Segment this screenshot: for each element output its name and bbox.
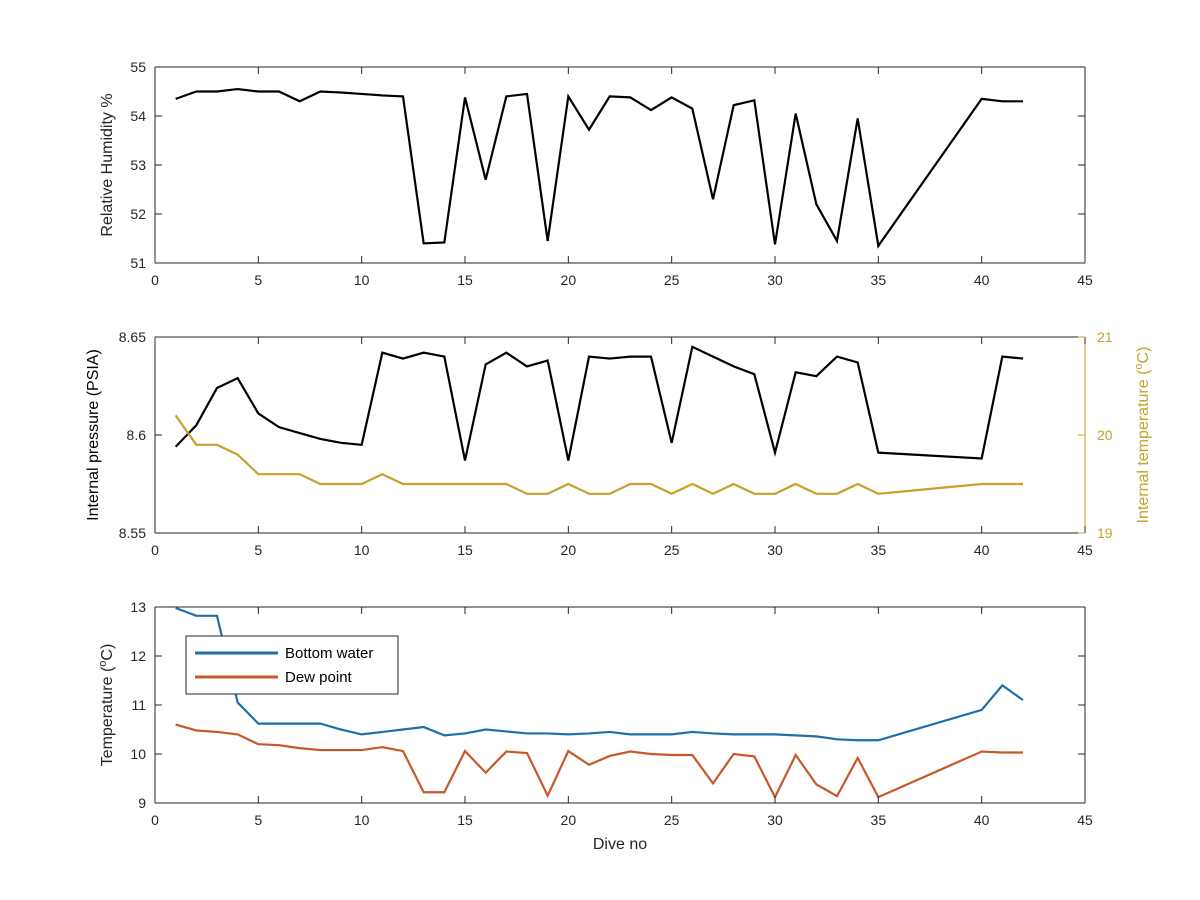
right-y-tick-label: 19 bbox=[1097, 525, 1113, 541]
x-tick-label: 15 bbox=[457, 812, 473, 828]
x-tick-label: 30 bbox=[767, 272, 783, 288]
x-tick-label: 0 bbox=[151, 272, 159, 288]
y-tick-label: 54 bbox=[130, 108, 146, 124]
x-tick-label: 40 bbox=[974, 272, 990, 288]
x-tick-label: 25 bbox=[664, 542, 680, 558]
series-line-0 bbox=[174, 345, 1024, 461]
x-tick-label: 35 bbox=[871, 812, 887, 828]
x-tick-label: 15 bbox=[457, 542, 473, 558]
temperature-subplot: 0 5 10 15 20 25 30 35 40 45 9 10 11 12 13 Temperature (… bbox=[97, 599, 1093, 853]
x-tick-label: 20 bbox=[561, 272, 577, 288]
legend-box bbox=[185, 635, 399, 695]
x-tick-label: 10 bbox=[354, 272, 370, 288]
x-tick-label: 0 bbox=[151, 812, 159, 828]
x-tick-label: 30 bbox=[767, 812, 783, 828]
series-line-0 bbox=[175, 87, 1023, 249]
x-tick-label: 45 bbox=[1077, 542, 1093, 558]
y-axis-label: Relative Humidity % bbox=[99, 93, 116, 236]
x-tick-label: 5 bbox=[254, 542, 262, 558]
y-tick-label: 9 bbox=[138, 795, 146, 811]
x-tick-label: 10 bbox=[354, 542, 370, 558]
y-tick-label: 11 bbox=[131, 697, 146, 713]
x-tick-label: 35 bbox=[871, 272, 887, 288]
y-axis-label: Temperature (oC) bbox=[97, 644, 116, 767]
legend: Bottom water Dew point bbox=[185, 635, 399, 695]
x-tick-label: 5 bbox=[254, 272, 262, 288]
x-tick-label: 25 bbox=[664, 812, 680, 828]
x-tick-label: 15 bbox=[457, 272, 473, 288]
y-tick-label: 8.65 bbox=[119, 329, 146, 345]
x-axis-label: Dive no bbox=[593, 836, 647, 853]
x-tick-label: 45 bbox=[1077, 812, 1093, 828]
y-tick-label: 13 bbox=[130, 599, 146, 615]
y-axis-label: Internal pressure (PSIA) bbox=[85, 349, 102, 521]
y-tick-label: 8.6 bbox=[127, 427, 147, 443]
y-tick-label: 10 bbox=[130, 746, 146, 762]
plot-area bbox=[155, 337, 1085, 533]
x-tick-label: 0 bbox=[151, 542, 159, 558]
x-tick-label: 40 bbox=[974, 812, 990, 828]
y-tick-label: 52 bbox=[130, 206, 146, 222]
y-tick-label: 53 bbox=[130, 157, 146, 173]
legend-label-0: Bottom water bbox=[285, 645, 373, 662]
plot-area bbox=[155, 67, 1085, 263]
x-tick-label: 10 bbox=[354, 812, 370, 828]
x-tick-label: 35 bbox=[871, 542, 887, 558]
x-tick-label: 40 bbox=[974, 542, 990, 558]
y-tick-label: 51 bbox=[130, 255, 146, 271]
right-y-tick-label: 21 bbox=[1097, 329, 1113, 345]
y-tick-label: 12 bbox=[130, 648, 146, 664]
y-tick-label: 8.55 bbox=[119, 525, 146, 541]
pressure-temperature-subplot: 0 5 10 15 20 25 30 35 40 45 8.55 8.6 8.65 19 20 21 Inter… bbox=[85, 329, 1152, 558]
right-y-tick-label: 20 bbox=[1097, 427, 1113, 443]
humidity-subplot: 0 5 10 15 20 25 30 35 40 45 51 52 53 54 55 Relative Hum… bbox=[99, 59, 1093, 288]
x-tick-label: 25 bbox=[664, 272, 680, 288]
right-y-axis-label: Internal temperature (oC) bbox=[1133, 347, 1152, 524]
series-line-1 bbox=[174, 414, 1023, 496]
x-tick-label: 45 bbox=[1077, 272, 1093, 288]
legend-label-1: Dew point bbox=[285, 669, 353, 686]
x-tick-label: 30 bbox=[767, 542, 783, 558]
x-tick-label: 20 bbox=[561, 542, 577, 558]
y-tick-label: 55 bbox=[130, 59, 146, 75]
series-line-0 bbox=[175, 606, 1024, 742]
series-line-1 bbox=[175, 723, 1023, 800]
x-tick-label: 20 bbox=[561, 812, 577, 828]
x-tick-label: 5 bbox=[254, 812, 262, 828]
